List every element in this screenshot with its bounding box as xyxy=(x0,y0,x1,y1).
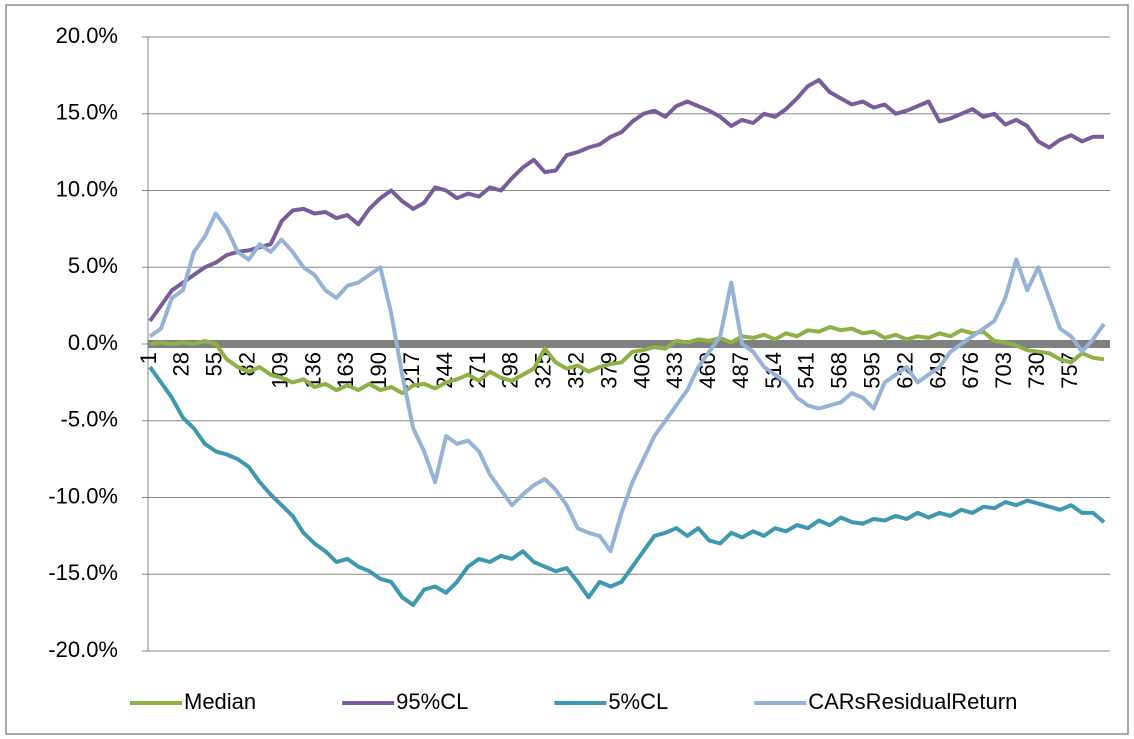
series-line xyxy=(148,78,1104,323)
x-tick-label: 676 xyxy=(958,352,983,389)
x-tick-label: 163 xyxy=(333,352,358,389)
y-tick-label: 20.0% xyxy=(56,23,118,48)
y-tick-label: -5.0% xyxy=(61,407,118,432)
x-tick-label: 298 xyxy=(498,352,523,389)
y-tick-label: 10.0% xyxy=(56,176,118,201)
x-tick-label: 136 xyxy=(300,352,325,389)
x-tick-label: 28 xyxy=(169,352,194,376)
y-tick-label: 5.0% xyxy=(68,253,118,278)
series-line xyxy=(148,365,1106,607)
series-line xyxy=(149,325,1105,396)
x-tick-label: 730 xyxy=(1024,352,1049,389)
legend-label: 95%CL xyxy=(396,689,468,714)
x-tick-label: 595 xyxy=(860,352,885,389)
x-tick-label: 1 xyxy=(136,352,161,364)
x-tick-label: 271 xyxy=(465,352,490,389)
x-tick-label: 568 xyxy=(827,352,852,389)
legend-label: Median xyxy=(184,689,256,714)
y-tick-label: -10.0% xyxy=(48,483,118,508)
x-tick-label: 514 xyxy=(761,352,786,389)
x-tick-label: 460 xyxy=(695,352,720,389)
x-tick-label: 379 xyxy=(596,352,621,389)
legend-label: CARsResidualReturn xyxy=(808,689,1017,714)
x-tick-label: 406 xyxy=(629,352,654,389)
x-tick-label: 487 xyxy=(728,352,753,389)
y-tick-label: -15.0% xyxy=(48,560,118,585)
y-tick-label: -20.0% xyxy=(48,637,118,662)
legend-label: 5%CL xyxy=(608,689,668,714)
series-line xyxy=(148,211,1106,554)
x-tick-label: 703 xyxy=(991,352,1016,389)
x-tick-label: 433 xyxy=(662,352,687,389)
y-tick-label: 0.0% xyxy=(68,330,118,355)
x-tick-label: 541 xyxy=(794,352,819,389)
y-tick-label: 15.0% xyxy=(56,100,118,125)
x-tick-label: 109 xyxy=(267,352,292,389)
